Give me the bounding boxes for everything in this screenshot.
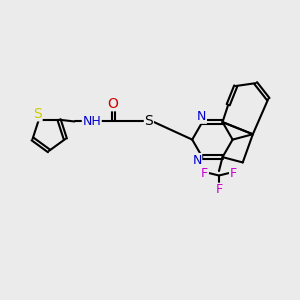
Text: S: S [33,107,42,121]
Text: N: N [192,154,202,166]
Text: O: O [108,97,118,111]
Text: S: S [145,115,153,128]
Text: NH: NH [82,115,101,128]
Text: F: F [215,183,223,196]
Text: F: F [201,167,208,180]
Text: N: N [197,110,206,123]
Text: F: F [230,167,237,180]
